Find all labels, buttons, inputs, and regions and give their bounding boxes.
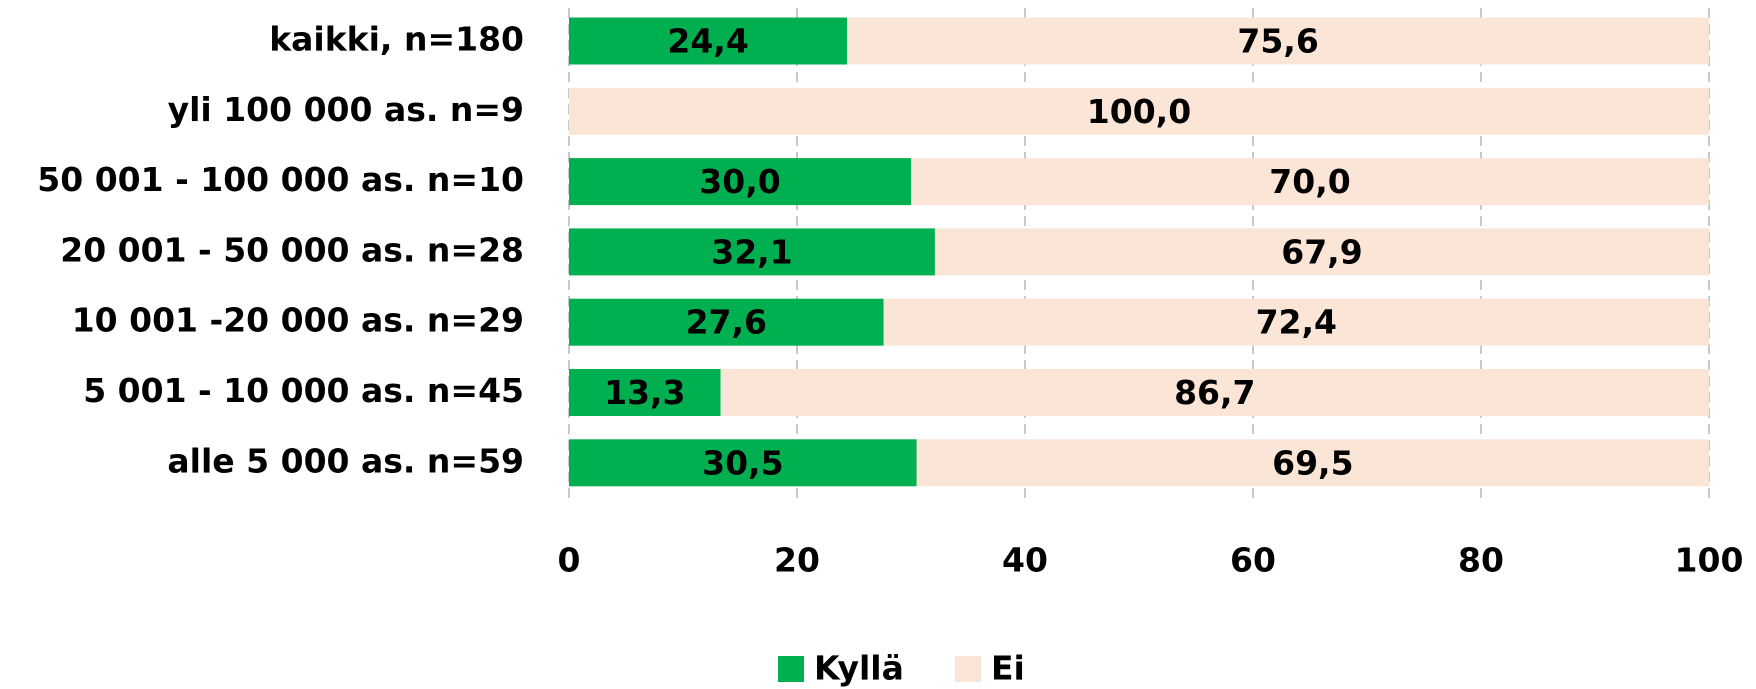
data-label: 72,4	[1256, 303, 1337, 342]
bar-segment	[569, 87, 1709, 135]
x-tick-label: 20	[774, 541, 820, 580]
data-label: 69,5	[1272, 443, 1353, 482]
data-label: 27,6	[686, 303, 767, 342]
x-tick-label: 60	[1230, 541, 1276, 580]
y-tick-label: kaikki, n=180	[269, 20, 524, 59]
bar-segment	[847, 17, 1709, 65]
data-label: 70,0	[1269, 162, 1350, 201]
bar-segment	[934, 228, 1709, 276]
x-tick-label: 80	[1458, 541, 1504, 580]
bar-segment	[883, 298, 1709, 346]
y-tick-label: 50 001 - 100 000 as. n=10	[37, 160, 524, 199]
legend-swatch	[955, 656, 981, 682]
legend-label: Ei	[991, 649, 1025, 688]
bar-segment	[569, 439, 917, 487]
x-tick-label: 0	[558, 541, 581, 580]
data-label: 24,4	[667, 22, 748, 61]
bar-segment	[911, 158, 1709, 206]
y-tick-label: 5 001 - 10 000 as. n=45	[83, 371, 524, 410]
data-label: 30,5	[702, 443, 783, 482]
bar-segment	[916, 439, 1709, 487]
bar-segment	[569, 228, 935, 276]
data-label: 30,0	[699, 162, 780, 201]
data-label: 32,1	[711, 232, 792, 271]
data-label: 75,6	[1237, 22, 1318, 61]
bar-segment	[569, 17, 848, 65]
x-tick-label: 40	[1002, 541, 1048, 580]
data-label: 100,0	[1087, 92, 1191, 131]
y-tick-label: 20 001 - 50 000 as. n=28	[60, 230, 524, 269]
bar-segment	[569, 298, 884, 346]
y-tick-label: 10 001 -20 000 as. n=29	[72, 301, 524, 340]
data-label: 67,9	[1281, 232, 1362, 271]
x-tick-label: 100	[1675, 541, 1744, 580]
bar-segment	[569, 158, 911, 206]
legend-label: Kyllä	[814, 649, 904, 688]
bar-segment	[569, 369, 721, 416]
y-tick-label: alle 5 000 as. n=59	[167, 441, 524, 480]
data-label: 86,7	[1174, 373, 1255, 412]
legend-swatch	[778, 656, 804, 682]
data-label: 13,3	[604, 373, 685, 412]
y-tick-label: yli 100 000 as. n=9	[168, 90, 524, 129]
bar-segment	[720, 369, 1709, 416]
